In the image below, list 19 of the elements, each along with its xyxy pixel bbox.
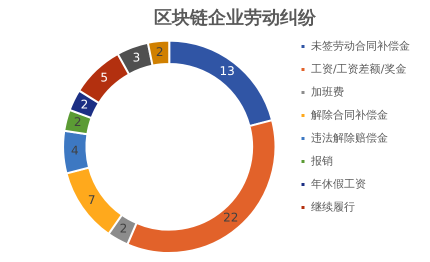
legend-label: 解除合同补偿金 [311, 108, 388, 122]
data-label: 2 [156, 44, 164, 59]
data-label: 22 [223, 210, 238, 225]
legend-label: 继续履行 [311, 200, 355, 214]
data-label: 5 [100, 70, 108, 84]
legend-label: 年休假工资 [311, 177, 366, 190]
data-label: 7 [88, 192, 96, 207]
legend-label: 加班费 [311, 85, 344, 98]
legend-label: 未签劳动合同补偿金 [311, 39, 410, 52]
legend-label: 报销 [310, 154, 333, 168]
data-label: 2 [120, 222, 128, 236]
legend-label: 违法解除赔偿金 [311, 131, 388, 144]
legend-label: 工资/工资差额/奖金 [311, 62, 406, 76]
chart-title: 区块链企业劳动纠纷 [154, 7, 317, 28]
data-label: 4 [71, 144, 79, 158]
data-label: 13 [219, 64, 235, 78]
data-label: 2 [80, 97, 88, 112]
data-label: 3 [132, 50, 140, 64]
data-label: 2 [74, 115, 82, 130]
